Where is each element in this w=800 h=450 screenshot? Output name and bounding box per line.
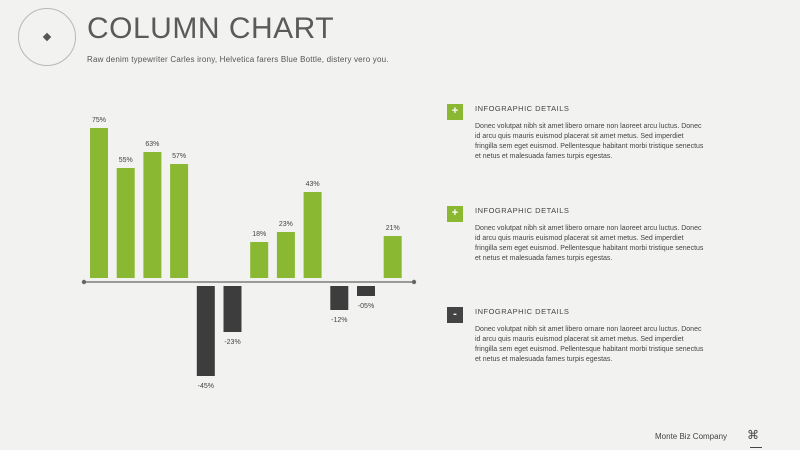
bar-3 bbox=[143, 152, 162, 278]
bar-9 bbox=[303, 192, 322, 278]
bar-label-11: -05% bbox=[358, 303, 374, 310]
axis-endpoint-left bbox=[81, 279, 87, 285]
panel-title: INFOGRAPHIC DETAILS bbox=[475, 206, 570, 215]
bar-10 bbox=[330, 286, 349, 310]
bar-5 bbox=[196, 286, 215, 376]
bar-label-8: 23% bbox=[279, 221, 293, 228]
plus-icon[interactable]: + bbox=[447, 206, 463, 222]
bar-label-12: 21% bbox=[386, 225, 400, 232]
bar-label-2: 55% bbox=[119, 157, 133, 164]
panel-title: INFOGRAPHIC DETAILS bbox=[475, 307, 570, 316]
footer-underline bbox=[750, 447, 762, 448]
minus-icon[interactable]: - bbox=[447, 307, 463, 323]
bar-1 bbox=[90, 128, 108, 278]
bar-label-3: 63% bbox=[145, 141, 159, 148]
bar-4 bbox=[170, 164, 189, 278]
bar-label-7: 18% bbox=[252, 231, 266, 238]
panel-body: Donec volutpat nibh sit amet libero orna… bbox=[475, 123, 704, 160]
bar-6 bbox=[223, 286, 242, 332]
axis-endpoint-right bbox=[411, 279, 417, 285]
bar-label-5: -45% bbox=[198, 383, 214, 390]
command-icon: ⌘ bbox=[747, 428, 759, 442]
panel-body: Donec volutpat nibh sit amet libero orna… bbox=[475, 225, 704, 262]
bar-label-1: 75% bbox=[92, 117, 106, 124]
bar-label-4: 57% bbox=[172, 153, 186, 160]
panel-body: Donec volutpat nibh sit amet libero orna… bbox=[475, 326, 704, 363]
bar-label-9: 43% bbox=[306, 181, 320, 188]
footer-company: Monte Biz Company bbox=[655, 432, 728, 441]
bar-label-10: -12% bbox=[331, 317, 347, 324]
bar-label-6: -23% bbox=[224, 339, 240, 346]
bar-8 bbox=[276, 232, 295, 278]
logo-circle bbox=[18, 8, 76, 66]
bar-12 bbox=[383, 236, 402, 278]
panel-title: INFOGRAPHIC DETAILS bbox=[475, 104, 570, 113]
page-title: COLUMN CHART bbox=[87, 12, 335, 45]
bar-7 bbox=[250, 242, 269, 278]
bar-2 bbox=[116, 168, 135, 278]
page-subtitle: Raw denim typewriter Carles irony, Helve… bbox=[87, 55, 389, 64]
bar-11 bbox=[357, 286, 375, 296]
plus-icon[interactable]: + bbox=[447, 104, 463, 120]
